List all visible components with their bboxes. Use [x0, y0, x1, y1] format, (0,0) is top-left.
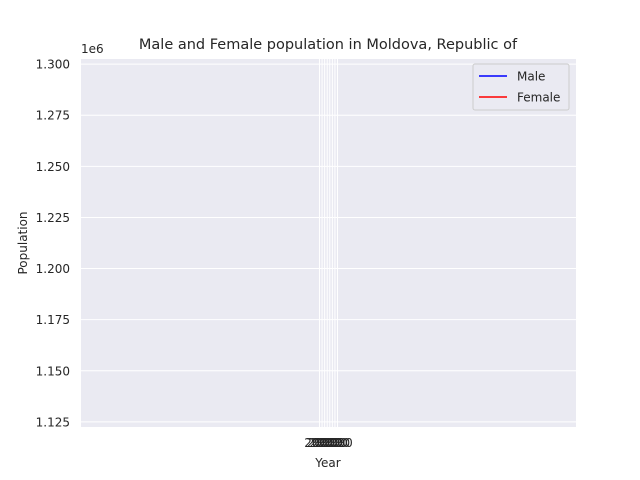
y-tick-label: 1.225	[36, 211, 70, 225]
y-tick-label: 1.300	[36, 58, 70, 72]
y-tick-label: 1.175	[36, 313, 70, 327]
legend-label-male: Male	[517, 70, 545, 84]
y-tick-label: 1.125	[36, 415, 70, 429]
legend: Male Female	[472, 63, 570, 111]
x-tick-label: 2020	[312, 436, 343, 450]
y-axis-label: Population	[16, 211, 30, 274]
x-axis-label: Year	[314, 456, 340, 470]
y-tick-labels: 1.125 1.150 1.175 1.200 1.225 1.250 1.275 1.300	[36, 58, 70, 430]
y-gridlines	[81, 63, 576, 423]
y-tick-label: 1.250	[36, 160, 70, 174]
y-offset-label: 1e6	[81, 42, 104, 56]
x-tick-label: 2020	[309, 436, 340, 450]
y-tick-label: 1.275	[36, 109, 70, 123]
x-tick-label: 2020	[322, 436, 353, 450]
y-tick-label: 1.150	[36, 364, 70, 378]
x-gridlines	[319, 59, 338, 427]
x-tick-label: 2020	[307, 436, 338, 450]
x-tick-label: 2020	[320, 436, 351, 450]
chart-title: Male and Female population in Moldova, R…	[139, 37, 518, 53]
x-tick-label: 2020	[315, 436, 346, 450]
x-tick-label: 2020	[317, 436, 348, 450]
plot-area	[81, 59, 576, 427]
legend-label-female: Female	[517, 91, 560, 105]
x-tick-label: 2020	[304, 436, 335, 450]
y-tick-label: 1.200	[36, 262, 70, 276]
